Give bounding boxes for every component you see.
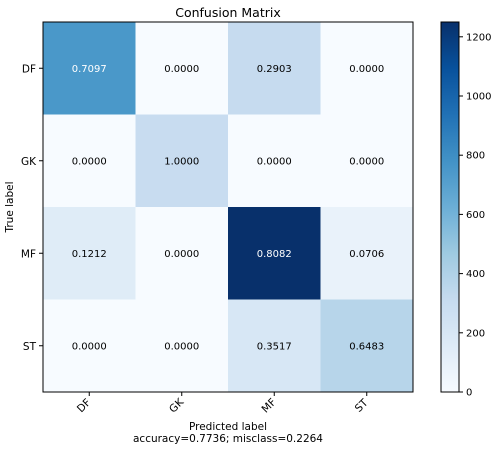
colorbar-tick-label: 800: [466, 151, 485, 162]
cell-value-label: 1.0000: [164, 156, 199, 167]
y-axis-label: True label: [4, 181, 16, 233]
cell-value-label: 0.0000: [257, 156, 292, 167]
y-axis-ticks: DF GK MF ST: [21, 63, 43, 353]
y-tick-label: MF: [21, 248, 36, 260]
x-tick-label: ST: [353, 397, 371, 415]
heatmap-cell: [320, 114, 414, 208]
heatmap-cells: 0.7097 0.0000 0.2903 0.0000 0.0000 1.0000 0.00…: [43, 22, 414, 393]
cell-value-label: 0.0000: [349, 156, 384, 167]
plot-frame: [42, 21, 414, 393]
x-tick-label: DF: [75, 397, 93, 415]
cell-value-label: 0.0000: [164, 249, 199, 260]
heatmap-cell: [228, 114, 321, 208]
heatmap-cell: [135, 299, 229, 393]
heatmap-cell: [228, 207, 321, 300]
cell-value-label: 0.0000: [72, 156, 107, 167]
colorbar: 0 200 400 600 800 1000 1200: [440, 21, 491, 399]
cell-value-label: 0.2903: [257, 64, 292, 75]
cell-value-label: 0.1212: [72, 249, 107, 260]
colorbar-tick-label: 1200: [466, 32, 491, 43]
heatmap-cell: [43, 299, 136, 393]
x-axis-sublabel: accuracy=0.7736; misclass=0.2264: [133, 433, 323, 445]
colorbar-tick-label: 0: [466, 388, 472, 399]
heatmap-cell: [228, 22, 321, 115]
x-axis-label: Predicted label: [189, 421, 267, 433]
cell-value-label: 0.3517: [257, 341, 292, 352]
heatmap-cell: [43, 22, 136, 115]
y-tick-label: ST: [23, 341, 37, 353]
x-tick-label: GK: [167, 396, 187, 416]
heatmap-cell: [135, 114, 229, 208]
colorbar-tick-label: 600: [466, 210, 485, 221]
cell-value-label: 0.8082: [257, 249, 292, 260]
cell-value-label: 0.6483: [349, 341, 384, 352]
heatmap-cell: [43, 114, 136, 208]
heatmap-cell: [320, 299, 414, 393]
heatmap-cell: [135, 207, 229, 300]
chart-title: Confusion Matrix: [175, 5, 281, 20]
cell-value-label: 0.0000: [72, 341, 107, 352]
cell-value-label: 0.0000: [164, 341, 199, 352]
heatmap-cell: [320, 207, 414, 300]
heatmap-cell: [320, 22, 414, 115]
cell-value-label: 0.7097: [72, 64, 107, 75]
colorbar-tick-label: 200: [466, 328, 485, 339]
y-tick-label: GK: [21, 156, 37, 168]
colorbar-gradient: [441, 22, 459, 392]
cell-value-label: 0.0000: [349, 64, 384, 75]
cell-value-label: 0.0000: [164, 64, 199, 75]
y-tick-label: DF: [22, 63, 36, 75]
colorbar-tick-label: 1000: [466, 92, 491, 103]
colorbar-tick-label: 400: [466, 269, 485, 280]
x-axis-ticks: DF GK MF ST: [75, 392, 371, 415]
colorbar-frame: [440, 21, 460, 393]
cell-value-label: 0.0706: [349, 249, 384, 260]
heatmap-cell: [135, 22, 229, 115]
x-tick-label: MF: [260, 396, 279, 415]
heatmap-cell: [228, 299, 321, 393]
heatmap-cell: [43, 207, 136, 300]
